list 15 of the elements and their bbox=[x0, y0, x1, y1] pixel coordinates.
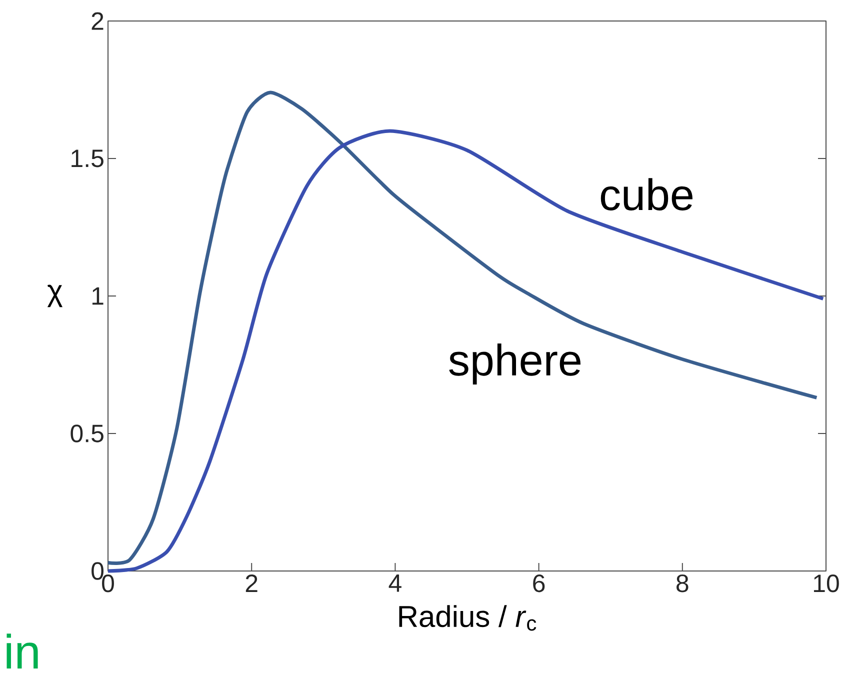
x-axis-title: Radius / r$_{c}$ bbox=[399, 605, 536, 631]
series-label: cube bbox=[600, 178, 692, 210]
x-tick-label: 8 bbox=[676, 574, 688, 592]
y-tick-label: 0.5 bbox=[70, 424, 104, 442]
series-label: sphere bbox=[449, 344, 580, 385]
y-axis-title: χ bbox=[47, 284, 63, 308]
y-tick-label: 2 bbox=[92, 12, 104, 30]
x-tick-label: 2 bbox=[246, 574, 258, 592]
text: in bbox=[6, 634, 38, 668]
x-tick-label: 4 bbox=[388, 574, 402, 592]
y-tick-label: 0 bbox=[92, 562, 104, 580]
y-tick-label: 1 bbox=[92, 287, 104, 305]
x-tick-label: 10 bbox=[814, 574, 839, 592]
x-tick-label: 6 bbox=[533, 574, 545, 592]
y-tick-label: 1.5 bbox=[72, 150, 104, 168]
